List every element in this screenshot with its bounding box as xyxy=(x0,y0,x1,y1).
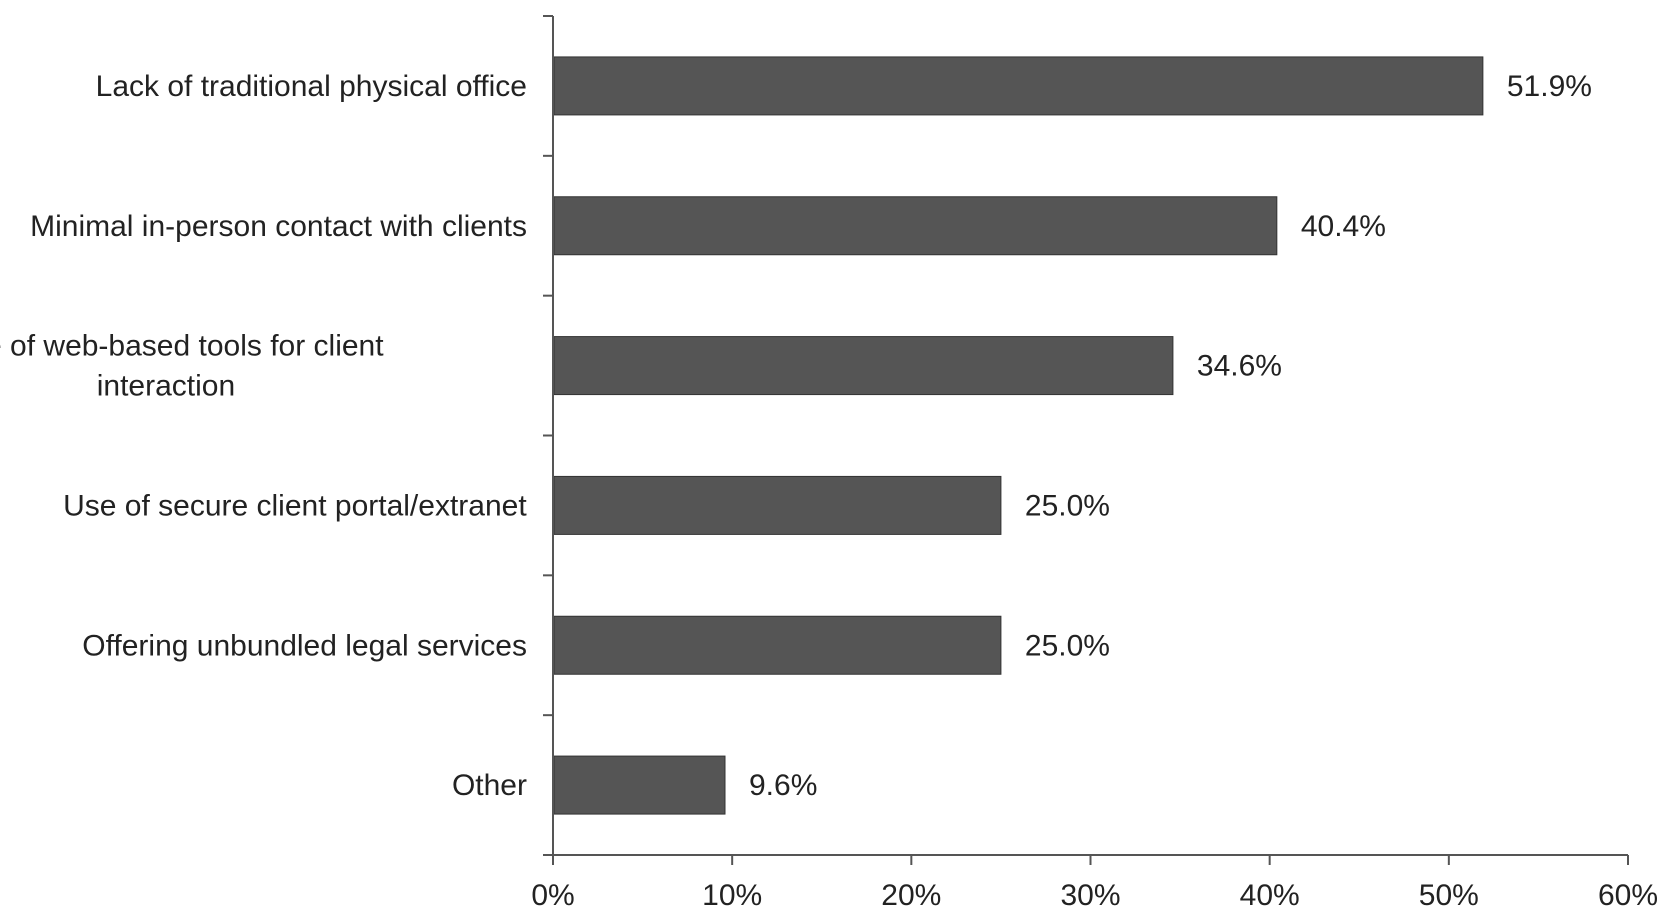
x-tick-label: 0% xyxy=(531,879,574,912)
category-label: Use of web-based tools for clientinterac… xyxy=(0,330,384,403)
category-label: Minimal in-person contact with clients xyxy=(30,210,527,243)
data-label: 9.6% xyxy=(749,769,817,802)
data-label: 51.9% xyxy=(1507,70,1592,103)
data-label: 25.0% xyxy=(1025,489,1110,522)
x-tick-label: 40% xyxy=(1240,879,1300,912)
bar-minimal-in-person-contact-with-clients xyxy=(553,196,1278,256)
x-tick-label: 30% xyxy=(1060,879,1120,912)
x-tick-label: 60% xyxy=(1598,879,1658,912)
data-label: 34.6% xyxy=(1197,350,1282,383)
category-label: Use of secure client portal/extranet xyxy=(63,489,527,522)
bar-use-of-web-based-tools-for-client-interaction xyxy=(553,336,1174,396)
x-tick-label: 10% xyxy=(702,879,762,912)
data-label: 40.4% xyxy=(1301,210,1386,243)
bar-use-of-secure-client-portal-extranet xyxy=(553,475,1002,535)
data-label: 25.0% xyxy=(1025,629,1110,662)
category-label: Offering unbundled legal services xyxy=(82,629,527,662)
axes xyxy=(552,16,1628,856)
bar-offering-unbundled-legal-services xyxy=(553,615,1002,675)
bars-layer xyxy=(553,56,1484,815)
labels-layer: 0% 10% 20% 30% 40% 50% 60% 51.9% Lack of traditi… xyxy=(0,15,1658,912)
x-tick-label: 50% xyxy=(1419,879,1479,912)
category-label: Other xyxy=(452,769,527,802)
bar-lack-of-traditional-physical-office xyxy=(553,56,1484,116)
category-label: Lack of traditional physical office xyxy=(96,70,527,103)
x-tick-label: 20% xyxy=(881,879,941,912)
bar-other xyxy=(553,755,726,815)
